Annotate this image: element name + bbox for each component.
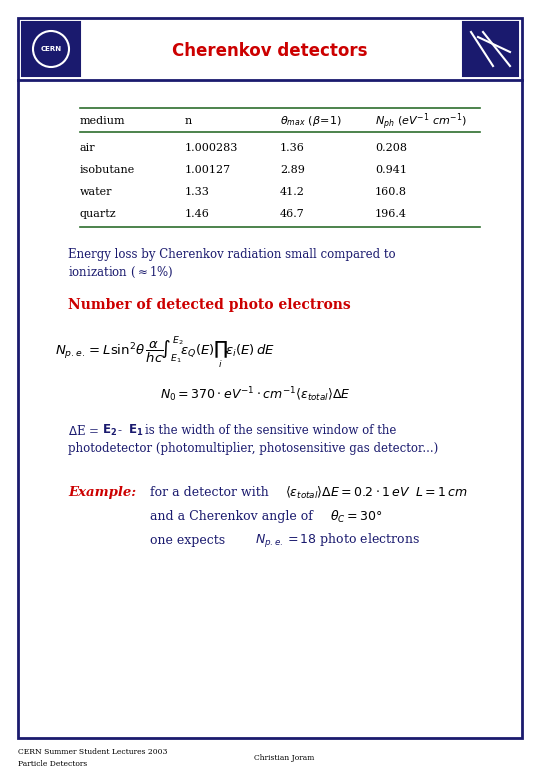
- Text: 1.00127: 1.00127: [185, 165, 231, 175]
- Text: Energy loss by Cherenkov radiation small compared to: Energy loss by Cherenkov radiation small…: [68, 248, 396, 261]
- Text: CERN: CERN: [40, 46, 62, 52]
- Text: $\Delta$E =: $\Delta$E =: [68, 424, 100, 438]
- Text: $\langle\varepsilon_{total}\rangle\Delta E = 0.2\cdot 1\,eV$: $\langle\varepsilon_{total}\rangle\Delta…: [285, 484, 411, 501]
- Text: air: air: [80, 143, 96, 153]
- Text: 1.33: 1.33: [185, 186, 210, 197]
- Text: water: water: [80, 186, 112, 197]
- Text: isobutane: isobutane: [80, 165, 135, 175]
- Text: and a Cherenkov angle of: and a Cherenkov angle of: [150, 510, 313, 523]
- Text: Number of detected photo electrons: Number of detected photo electrons: [68, 298, 351, 312]
- Bar: [22, 22, 80, 76]
- Text: $\mathbf{E_1}$: $\mathbf{E_1}$: [128, 424, 144, 438]
- Text: $N_0 = 370\cdot eV^{-1}\cdot cm^{-1}\langle\varepsilon_{total}\rangle\Delta E$: $N_0 = 370\cdot eV^{-1}\cdot cm^{-1}\lan…: [160, 385, 350, 404]
- Text: $\theta_{max}\ (\beta\!=\!1)$: $\theta_{max}\ (\beta\!=\!1)$: [280, 114, 342, 128]
- Text: quartz: quartz: [80, 208, 117, 218]
- Text: for a detector with: for a detector with: [150, 486, 269, 499]
- Text: $N_{p.e.} = L\sin^2\!\theta\,\dfrac{\alpha}{hc}\!\int_{E_1}^{E_2}\!\varepsilon_Q: $N_{p.e.} = L\sin^2\!\theta\,\dfrac{\alp…: [55, 335, 275, 371]
- Text: -: -: [118, 424, 126, 438]
- Text: 196.4: 196.4: [375, 208, 407, 218]
- Text: $N_{ph}\ (eV^{-1}\ cm^{-1})$: $N_{ph}\ (eV^{-1}\ cm^{-1})$: [375, 111, 467, 132]
- Text: Christian Joram: Christian Joram: [254, 754, 314, 762]
- Text: Particle Detectors: Particle Detectors: [18, 760, 87, 768]
- Text: 41.2: 41.2: [280, 186, 305, 197]
- Text: 1.46: 1.46: [185, 208, 210, 218]
- Text: $N_{p.e.} = 18$ photo electrons: $N_{p.e.} = 18$ photo electrons: [255, 532, 420, 550]
- Text: 46.7: 46.7: [280, 208, 305, 218]
- Text: 0.941: 0.941: [375, 165, 407, 175]
- Text: photodetector (photomultiplier, photosensitive gas detector...): photodetector (photomultiplier, photosen…: [68, 442, 438, 456]
- Text: 2.89: 2.89: [280, 165, 305, 175]
- Text: CERN Summer Student Lectures 2003: CERN Summer Student Lectures 2003: [18, 748, 167, 756]
- Text: $\mathbf{E_2}$: $\mathbf{E_2}$: [102, 424, 117, 438]
- Text: 1.36: 1.36: [280, 143, 305, 153]
- Text: $\theta_C = 30°$: $\theta_C = 30°$: [330, 509, 382, 525]
- Text: Example:: Example:: [68, 486, 136, 499]
- Text: 0.208: 0.208: [375, 143, 407, 153]
- Text: ionization ($\approx$1%): ionization ($\approx$1%): [68, 265, 173, 280]
- Text: 1.000283: 1.000283: [185, 143, 238, 153]
- Text: one expects: one expects: [150, 534, 225, 548]
- Text: 160.8: 160.8: [375, 186, 407, 197]
- Bar: [463, 22, 518, 76]
- Text: is the width of the sensitive window of the: is the width of the sensitive window of …: [145, 424, 396, 438]
- Text: n: n: [185, 116, 192, 126]
- Text: medium: medium: [80, 116, 126, 126]
- Text: $L = 1\,cm$: $L = 1\,cm$: [415, 486, 468, 499]
- Text: Cherenkov detectors: Cherenkov detectors: [172, 42, 368, 60]
